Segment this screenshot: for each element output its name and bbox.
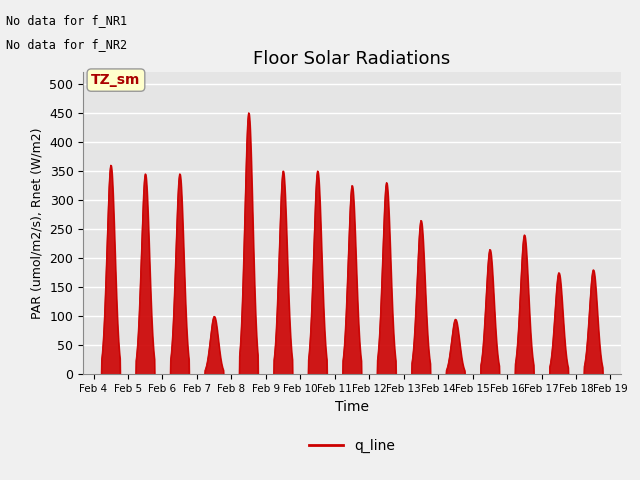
X-axis label: Time: Time <box>335 400 369 414</box>
Y-axis label: PAR (umol/m2/s), Rnet (W/m2): PAR (umol/m2/s), Rnet (W/m2) <box>31 128 44 319</box>
Text: No data for f_NR2: No data for f_NR2 <box>6 38 127 51</box>
Text: No data for f_NR1: No data for f_NR1 <box>6 14 127 27</box>
Title: Floor Solar Radiations: Floor Solar Radiations <box>253 49 451 68</box>
Text: TZ_sm: TZ_sm <box>92 73 141 87</box>
Legend: q_line: q_line <box>303 433 401 458</box>
